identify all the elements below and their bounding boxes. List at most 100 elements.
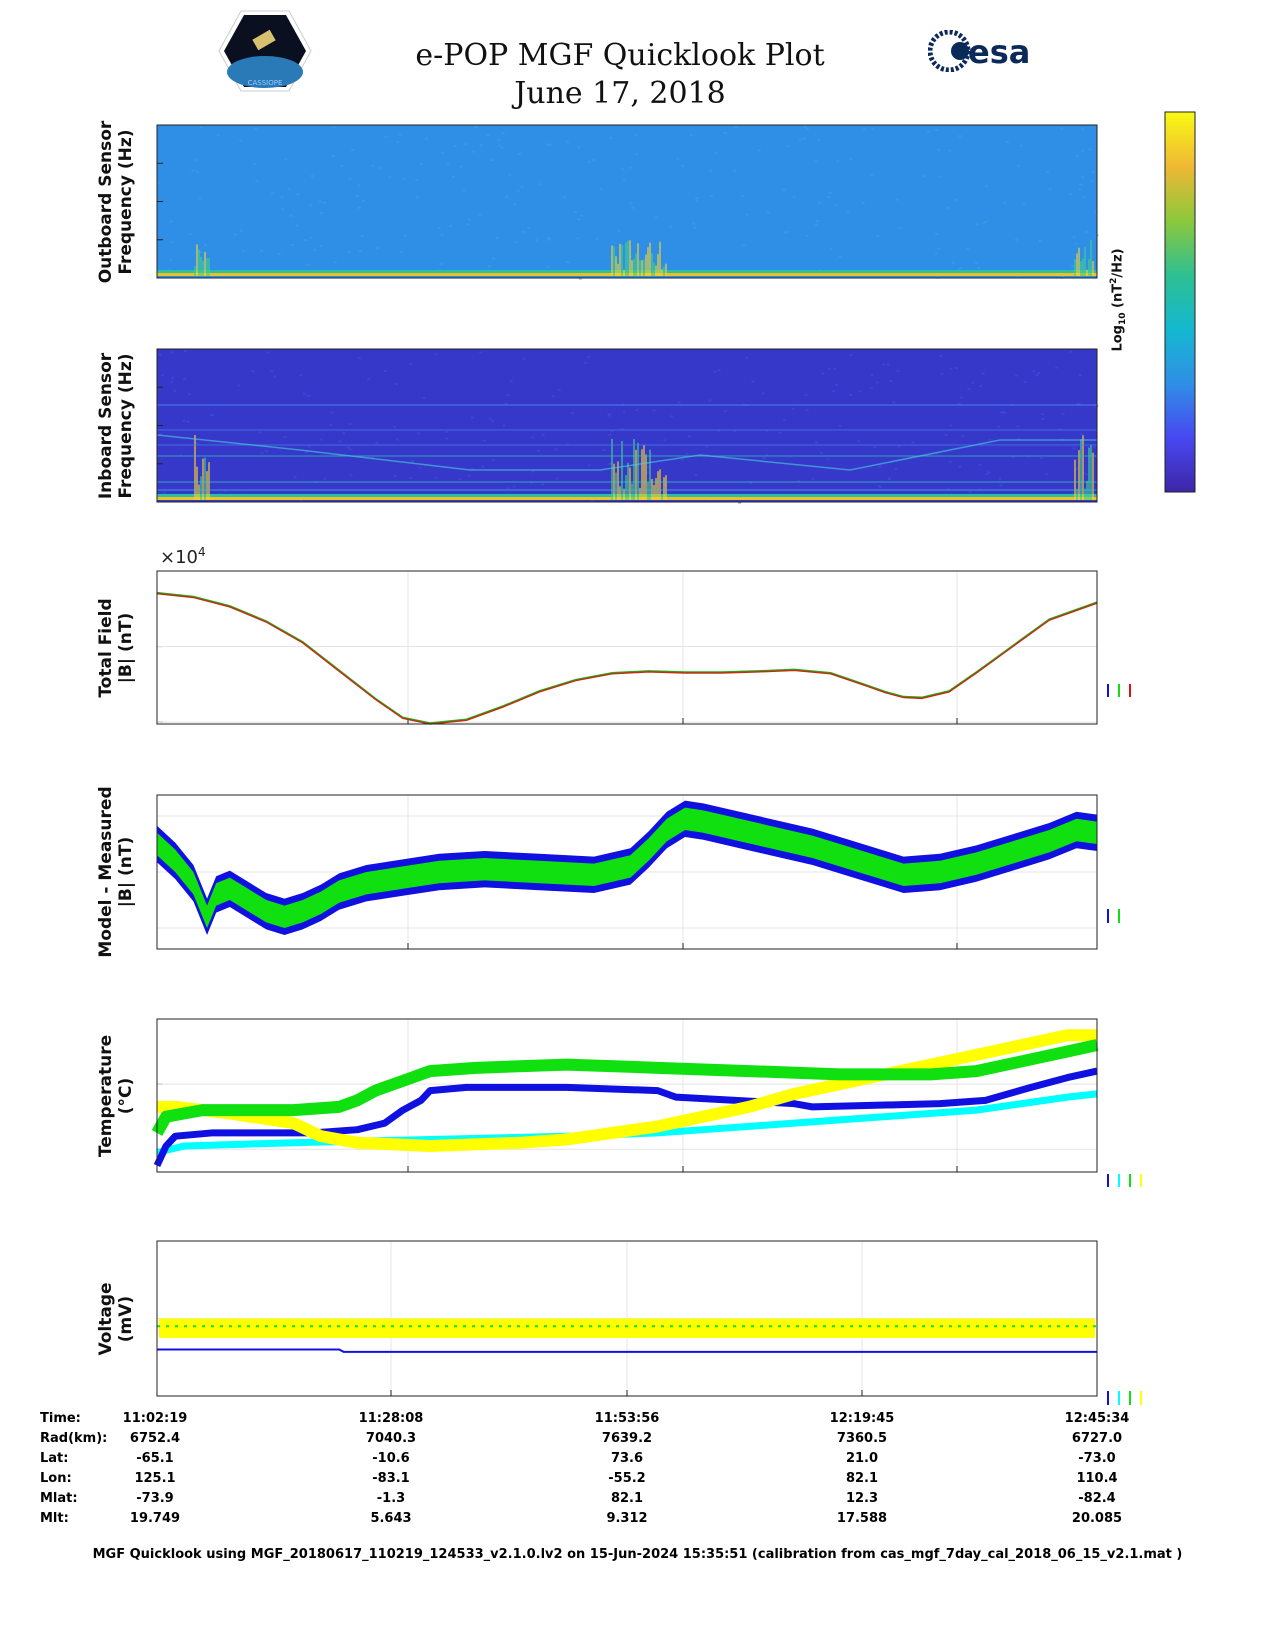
spectrogram-noise [500, 147, 503, 149]
table-cell: -1.3 [331, 1491, 451, 1506]
spectrogram-noise [784, 232, 787, 234]
table-cell: 125.1 [95, 1471, 215, 1486]
spectrogram-noise [978, 464, 981, 466]
spectrogram-noise [425, 137, 428, 139]
table-cell: 17.588 [802, 1511, 922, 1526]
spectrogram-noise [816, 220, 819, 222]
spectrogram-noise [623, 411, 626, 413]
spectrogram-noise [634, 134, 637, 136]
spectrogram-noise [805, 394, 808, 396]
spectrogram-noise [783, 419, 786, 421]
spectrogram-noise [535, 239, 538, 241]
spectrogram-noise [189, 233, 192, 235]
spectrogram-noise [351, 149, 354, 151]
table-row: Rad(km): 6752.4 7040.3 7639.2 7360.5 6727.0 [0, 1431, 1275, 1451]
spectrogram-noise [1045, 473, 1048, 475]
spectrogram-noise [962, 435, 965, 437]
spectrogram-noise [491, 420, 494, 422]
spectrogram-noise [507, 394, 510, 396]
spectrogram-noise [941, 373, 944, 375]
spectrogram-noise [1079, 374, 1082, 376]
spectrogram-noise [945, 434, 948, 436]
table-cell: 11:53:56 [567, 1411, 687, 1426]
table-cell: 7040.3 [331, 1431, 451, 1446]
spectrogram-noise [863, 128, 866, 130]
spectrogram-noise [587, 356, 590, 358]
spectrogram-noise [347, 251, 350, 253]
spectrogram-noise [515, 241, 518, 243]
plot-canvas [0, 0, 1275, 1650]
spectrogram-noise [1086, 231, 1089, 233]
spectrogram-noise [204, 244, 207, 246]
spectrogram-noise [1081, 176, 1084, 178]
spectrogram-noise [163, 491, 166, 493]
y-axis-label: Temperature (°C) [96, 996, 138, 1196]
spectrogram-noise [403, 235, 406, 237]
spectrogram-noise [1081, 128, 1084, 130]
spectrogram-noise [923, 175, 926, 177]
spectrogram-noise [595, 238, 598, 240]
spectrogram-noise [1042, 418, 1045, 420]
spectrogram-noise [409, 363, 412, 365]
spectrogram-noise [507, 487, 510, 489]
spectrogram-noise [591, 500, 594, 502]
table-cell: 21.0 [802, 1451, 922, 1466]
spectrogram-noise [566, 141, 569, 143]
spectrogram-noise [546, 144, 549, 146]
spectrogram-noise [686, 453, 689, 455]
spectrogram-noise [859, 390, 862, 392]
spectrogram-noise [876, 235, 879, 237]
spectrogram-noise [621, 169, 624, 171]
spectrogram-noise [969, 491, 972, 493]
row-label: Lon: [40, 1471, 72, 1486]
table-cell: 11:28:08 [331, 1411, 451, 1426]
spectrogram-noise [862, 202, 865, 204]
spectrogram-noise [505, 403, 508, 405]
spectrogram-noise [681, 165, 684, 167]
spectrogram-background [157, 349, 1097, 502]
line-chaos [157, 594, 1097, 724]
table-cell: -65.1 [95, 1451, 215, 1466]
spectrogram-noise [338, 441, 341, 443]
spectrogram-noise [997, 426, 1000, 428]
spectrogram-noise [782, 189, 785, 191]
colorbar-label: Log10 (nT2/Hz) [1104, 220, 1124, 380]
spectrogram-noise [483, 440, 486, 442]
spectrogram-noise [815, 224, 818, 226]
spectrogram-noise [635, 409, 638, 411]
spectrogram-noise [836, 160, 839, 162]
table-row: Lon: 125.1 -83.1 -55.2 82.1 110.4 [0, 1471, 1275, 1491]
spectrogram-noise [303, 393, 306, 395]
spectrogram-noise [724, 132, 727, 134]
spectrogram-noise [555, 478, 558, 480]
spectrogram-noise [479, 214, 482, 216]
spectrogram-noise [629, 167, 632, 169]
spectrogram-noise [988, 439, 991, 441]
spectrogram-noise [797, 480, 800, 482]
spectrogram-noise [449, 225, 452, 227]
spectrogram-noise [832, 390, 835, 392]
spectrogram-noise [1015, 239, 1018, 241]
spectrogram-noise [1039, 240, 1042, 242]
spectrogram-noise [555, 448, 558, 450]
spectrogram-1 [157, 349, 1098, 504]
spectrogram-noise [676, 158, 679, 160]
spectrogram-noise [255, 180, 258, 182]
spectrogram-noise [955, 199, 958, 201]
spectrogram-noise [669, 226, 672, 228]
spectrogram-noise [1085, 473, 1088, 475]
spectrogram-noise [347, 446, 350, 448]
spectrogram-noise [340, 165, 343, 167]
spectrogram-noise [787, 145, 790, 147]
spectrogram-noise [348, 423, 351, 425]
spectrogram-noise [1081, 150, 1084, 152]
spectrogram-noise [508, 174, 511, 176]
spectrogram-noise [342, 432, 345, 434]
y-axis-label-line: Frequency (Hz) [116, 326, 136, 526]
table-cell: 110.4 [1037, 1471, 1157, 1486]
spectrogram-noise [714, 152, 717, 154]
spectrogram-noise [688, 435, 691, 437]
spectrogram-noise [985, 185, 988, 187]
spectrogram-noise [475, 126, 478, 128]
spectrogram-noise [741, 195, 744, 197]
